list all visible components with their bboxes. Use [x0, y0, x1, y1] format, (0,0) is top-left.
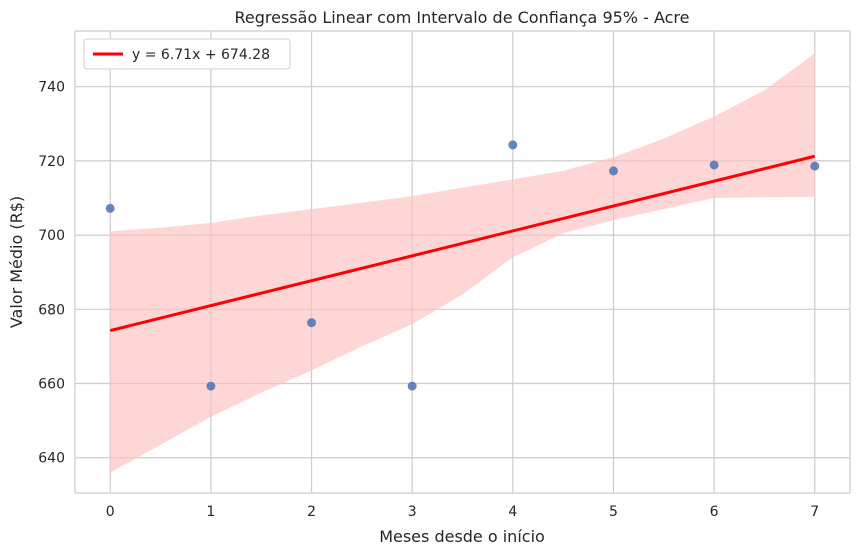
x-tick-label: 0 — [106, 504, 115, 520]
y-axis-label: Valor Médio (R$) — [7, 196, 26, 328]
x-tick-label: 7 — [810, 504, 819, 520]
legend-box — [83, 38, 291, 70]
data-point — [307, 318, 317, 328]
x-axis-label: Meses desde o início — [379, 527, 545, 546]
legend: y = 6.71x + 674.28 — [83, 38, 291, 70]
legend-label: y = 6.71x + 674.28 — [132, 47, 270, 63]
y-tick-label: 680 — [38, 302, 65, 318]
data-point — [508, 140, 518, 150]
data-point — [608, 166, 618, 176]
x-tick-label: 6 — [710, 504, 719, 520]
plot-area — [74, 30, 851, 494]
data-point — [105, 203, 115, 213]
y-tick-labels: 640 660 680 700 720 740 — [38, 80, 65, 467]
x-tick-label: 4 — [508, 504, 517, 520]
regression-line — [109, 154, 816, 332]
y-tick-label: 720 — [38, 154, 65, 170]
data-point — [709, 160, 719, 170]
x-tick-label: 1 — [206, 504, 215, 520]
y-tick-label: 660 — [38, 377, 65, 393]
y-tick-label: 640 — [38, 451, 65, 467]
y-tick-label: 700 — [38, 228, 65, 244]
confidence-band — [110, 53, 815, 473]
data-point — [206, 381, 216, 391]
data-points — [105, 140, 820, 391]
data-point — [407, 381, 417, 391]
y-tick-label: 740 — [38, 80, 65, 96]
data-point — [810, 161, 820, 171]
x-tick-label: 5 — [609, 504, 618, 520]
x-tick-label: 3 — [408, 504, 417, 520]
chart-title: Regressão Linear com Intervalo de Confia… — [235, 8, 690, 27]
x-tick-labels: 0 1 2 3 4 5 6 7 — [106, 504, 819, 520]
x-tick-label: 2 — [307, 504, 316, 520]
